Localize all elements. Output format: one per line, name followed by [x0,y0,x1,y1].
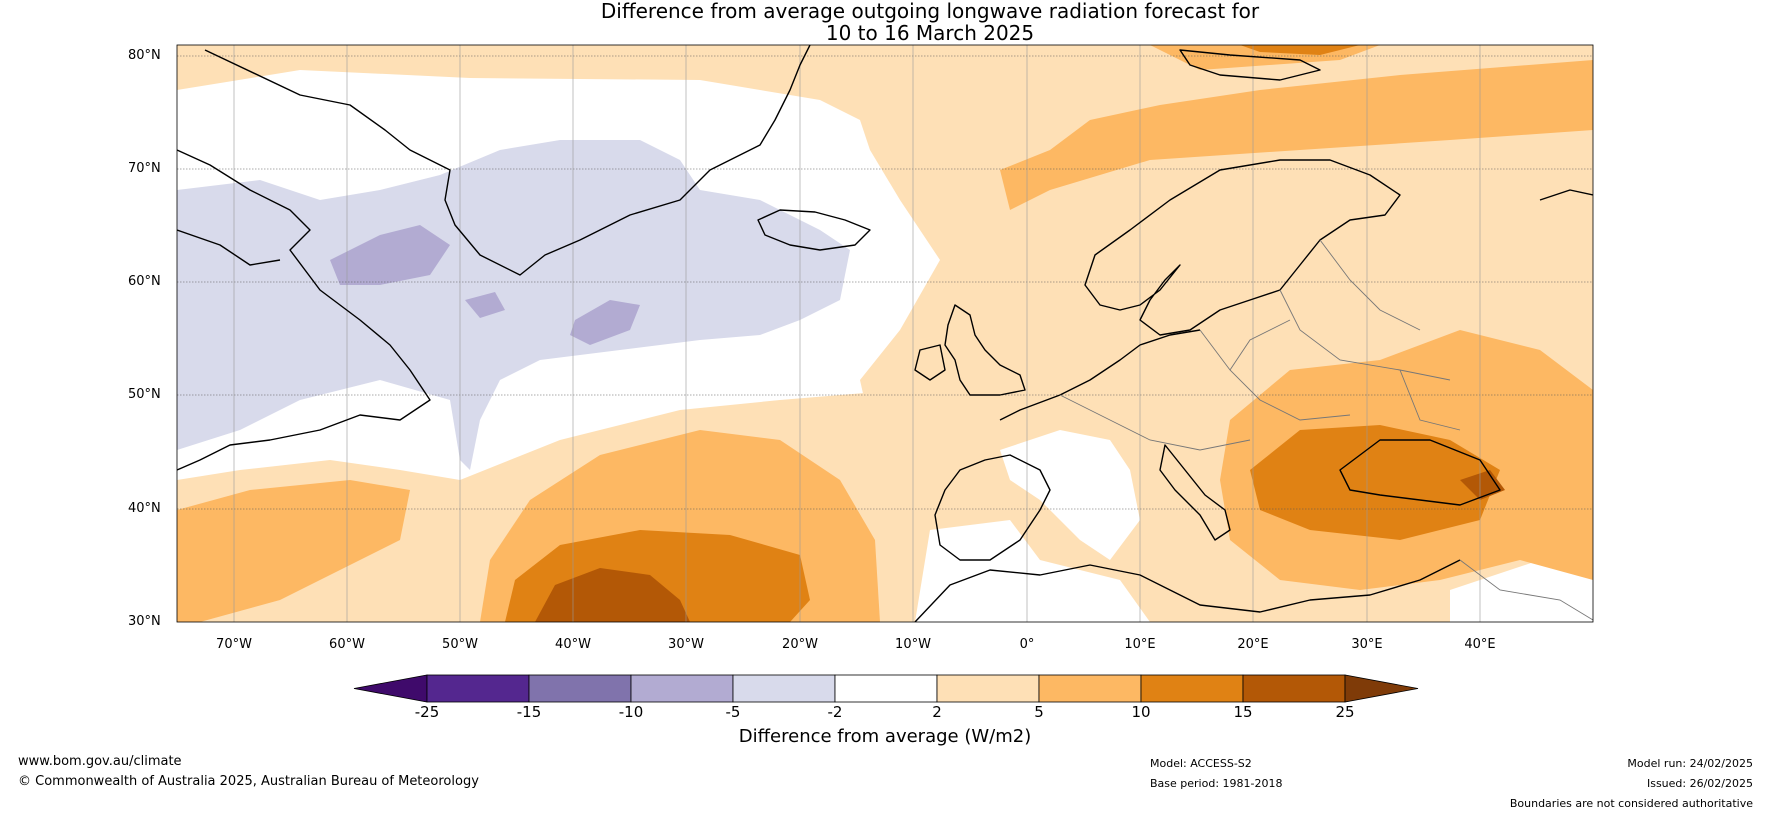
anomaly-region-medium-lavender [330,225,450,285]
map-title-line1: Difference from average outgoing longwav… [600,0,1260,23]
colorbar-extension-high [1344,674,1419,703]
colorbar-tick-label: 2 [932,703,942,721]
colorbar-bin-6 [1038,674,1142,703]
colorbar-bin-2 [630,674,734,703]
colorbar-bin-3 [732,674,836,703]
colorbar-bin-5 [936,674,1040,703]
footer-issued: Issued: 26/02/2025 [1646,777,1753,790]
colorbar-tick-label: -15 [516,703,542,721]
lon-label-70w: 70°W [216,637,252,652]
anomaly-region-neutral-west [915,520,1150,622]
footer-model: Model: ACCESS-S2 [1150,757,1252,770]
lon-label-10w: 10°W [895,637,931,652]
lon-label-40e: 40°E [1464,637,1496,652]
colorbar-tick-label: 15 [1233,703,1253,721]
footer-disclaimer: Boundaries are not considered authoritat… [1509,797,1753,810]
anomaly-region-neutral-east [1450,560,1593,622]
footer-website: www.bom.gov.au/climate [18,754,182,769]
lon-label-20e: 20°E [1237,637,1269,652]
lat-label-50n: 50°N [128,387,161,402]
lon-label-50w: 50°W [442,637,478,652]
lat-label-60n: 60°N [128,274,161,289]
anomaly-region-lavender [177,140,850,470]
lon-label-60w: 60°W [329,637,365,652]
anomaly-region-medium-orange-arctic [1000,60,1593,210]
anomaly-region-brown [535,568,690,622]
lon-label-10e: 10°E [1124,637,1156,652]
colorbar-label: Difference from average (W/m2) [738,726,1032,747]
colorbar-tick-label: 25 [1335,703,1355,721]
graticule [177,55,1593,510]
colorbar-tick-label: -25 [414,703,440,721]
lon-label-40w: 40°W [555,637,591,652]
colorbar-tick-label: 10 [1131,703,1151,721]
lat-label-30n: 30°N [128,614,161,629]
lon-label-30w: 30°W [668,637,704,652]
lat-label-70n: 70°N [128,161,161,176]
footer-copyright: © Commonwealth of Australia 2025, Austra… [18,774,479,789]
lon-label-30e: 30°E [1351,637,1383,652]
anomaly-region-neutral-med [1000,430,1140,560]
map-title-line2: 10 to 16 March 2025 [825,21,1035,45]
colorbar-bin-4 [834,674,938,703]
colorbar-tick-label: -5 [725,703,741,721]
footer-base-period: Base period: 1981-2018 [1150,777,1283,790]
country-borders [1059,239,1593,621]
colorbar-extension-low [353,674,428,703]
lon-label-20w: 20°W [782,637,818,652]
colorbar-tick-label: -2 [827,703,843,721]
colorbar-tick-label: 5 [1034,703,1044,721]
footer-model-run: Model run: 24/02/2025 [1627,757,1753,770]
colorbar-bin-0 [426,674,530,703]
lat-label-40n: 40°N [128,501,161,516]
colorbar-bin-1 [528,674,632,703]
lat-label-80n: 80°N [128,48,161,63]
colorbar-bin-7 [1140,674,1244,703]
coastlines [177,45,1593,622]
colorbar-tick-label: -10 [618,703,644,721]
lon-label-0: 0° [1019,637,1035,652]
colorbar-bin-8 [1242,674,1346,703]
